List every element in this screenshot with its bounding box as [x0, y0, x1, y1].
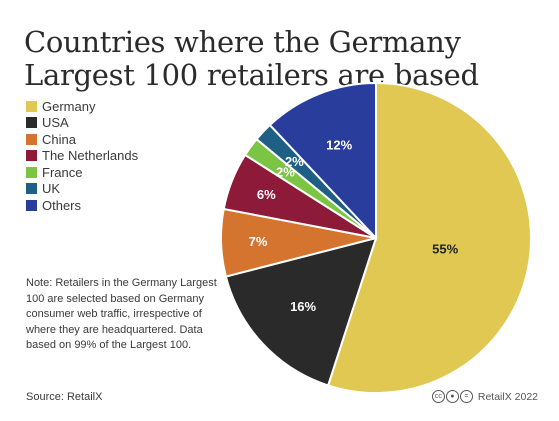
legend-label: France [42, 164, 83, 180]
legend-label: China [42, 131, 76, 147]
pie-slice [268, 81, 377, 241]
legend-swatch [26, 183, 37, 195]
chart-legend: Germany USA China The Netherlands France UK Ot… [26, 98, 138, 214]
legend-item: France [26, 164, 138, 181]
credit-text: RetailX 2022 [477, 390, 538, 403]
slice-value-label: 6% [257, 187, 276, 202]
legend-swatch [26, 199, 37, 211]
legend-swatch [26, 166, 37, 178]
legend-swatch [26, 117, 37, 129]
chart-credit: cc ● = RetailX 2022 [431, 390, 538, 403]
legend-item: UK [26, 181, 138, 198]
legend-swatch [26, 100, 37, 112]
chart-source: Source: RetailX [26, 391, 103, 403]
chart-title: Countries where the Germany Largest 100 … [24, 25, 479, 92]
cc-icon: cc [431, 390, 445, 403]
slice-value-label: 12% [326, 138, 352, 153]
legend-label: The Netherlands [42, 148, 139, 164]
slice-value-label: 16% [290, 299, 316, 314]
nd-icon: = [459, 390, 473, 403]
by-icon: ● [445, 390, 459, 403]
legend-label: USA [42, 115, 69, 131]
legend-item: The Netherlands [26, 148, 138, 165]
legend-swatch [26, 133, 37, 145]
legend-item: China [26, 131, 138, 148]
slice-value-label: 7% [249, 234, 268, 249]
legend-label: Germany [42, 98, 96, 114]
slice-value-label: 55% [432, 241, 458, 256]
chart-note: Note: Retailers in the Germany Largest 1… [26, 277, 217, 351]
legend-label: Others [42, 197, 82, 213]
pie-slice [224, 236, 378, 387]
pie-slice [326, 81, 532, 394]
legend-swatch [26, 150, 37, 162]
legend-item: Germany [26, 98, 138, 115]
legend-item: USA [26, 115, 138, 132]
legend-item: Others [26, 197, 138, 214]
legend-label: UK [42, 181, 61, 197]
